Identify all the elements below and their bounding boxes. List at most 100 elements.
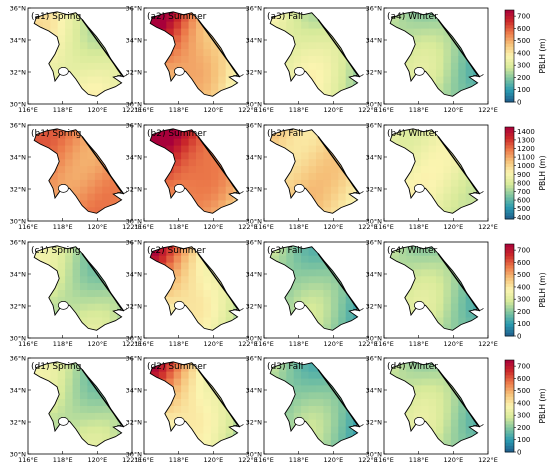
colorbar-frame xyxy=(504,243,515,337)
y-tick-label: 32°N xyxy=(10,69,27,77)
colorbar-tick-label: 100 xyxy=(517,436,530,444)
x-tick-label: 120°E xyxy=(203,223,223,231)
river-mouth xyxy=(353,423,364,427)
x-tick-label: 120°E xyxy=(323,106,343,114)
y-tick-label: 32°N xyxy=(366,303,383,311)
panel-label: (b3) Fall xyxy=(267,129,303,139)
x-tick-label: 116°E xyxy=(254,340,274,348)
colorbar-tick-label: 500 xyxy=(517,271,530,279)
x-tick-label: 120°E xyxy=(87,340,107,348)
y-tick-label: 32°N xyxy=(126,186,143,194)
colorbar-row-c: 0 100 200 300 400 500 600 700 PBLH (m) xyxy=(504,243,547,341)
y-tick-label: 34°N xyxy=(246,37,263,45)
colorbar-tick-label: 300 xyxy=(517,412,530,420)
y-tick-label: 34°N xyxy=(126,271,143,279)
y-tick-label: 32°N xyxy=(10,303,27,311)
x-tick-label: 122°E xyxy=(358,106,378,114)
y-tick-label: 32°N xyxy=(246,186,263,194)
y-tick-label: 34°N xyxy=(10,387,27,395)
colorbar-tick-label: 0 xyxy=(517,333,521,341)
x-tick-label: 120°E xyxy=(443,456,463,464)
coastline xyxy=(197,369,241,428)
x-tick-label: 120°E xyxy=(323,223,343,231)
map-panel-c3: (c3) Fall 30°N 32°N 34°N 36°N 116°E 118°E 120°E… xyxy=(246,239,378,349)
x-tick-label: 116°E xyxy=(254,106,274,114)
panel-label: (d4) Winter xyxy=(387,362,438,372)
colorbar-tick-label: 400 xyxy=(517,399,530,407)
x-tick-label: 122°E xyxy=(122,456,142,464)
x-tick-label: 122°E xyxy=(478,223,498,231)
colorbar-tick-label: 100 xyxy=(517,86,530,94)
coastline xyxy=(81,136,125,195)
x-tick-label: 118°E xyxy=(53,223,73,231)
lake xyxy=(174,184,185,193)
colorbar-tick-label: 600 xyxy=(517,375,530,383)
y-tick-label: 36°N xyxy=(366,355,383,363)
y-tick-label: 30°N xyxy=(246,218,263,226)
lake xyxy=(414,67,425,76)
x-tick-label: 120°E xyxy=(443,223,463,231)
map-panel-c1: (c1) Spring 30°N 32°N 34°N 36°N 116°E 118°E 120… xyxy=(10,239,142,349)
y-tick-label: 34°N xyxy=(366,154,383,162)
coastline xyxy=(437,369,481,428)
panel-label: (b2) Summer xyxy=(147,129,207,139)
river-mouth xyxy=(233,73,244,77)
y-tick-label: 36°N xyxy=(10,5,27,13)
river-mouth xyxy=(353,307,364,311)
colorbar-tick-label: 700 xyxy=(517,13,530,21)
x-tick-label: 116°E xyxy=(18,456,38,464)
x-tick-label: 118°E xyxy=(169,456,189,464)
y-tick-label: 30°N xyxy=(366,451,383,459)
y-tick-label: 34°N xyxy=(246,387,263,395)
x-tick-label: 122°E xyxy=(358,223,378,231)
colorbar-tick-label: 200 xyxy=(517,74,530,82)
y-tick-label: 34°N xyxy=(246,271,263,279)
colorbar-label: PBLH (m) xyxy=(538,38,547,73)
y-tick-label: 34°N xyxy=(366,37,383,45)
river-mouth xyxy=(353,73,364,77)
y-tick-label: 32°N xyxy=(126,419,143,427)
colorbar-tick-label: 500 xyxy=(517,37,530,45)
colorbar-label: PBLH (m) xyxy=(538,155,547,190)
y-tick-label: 30°N xyxy=(246,335,263,343)
river-mouth xyxy=(353,190,364,194)
colorbar-tick-label: 1200 xyxy=(517,145,535,153)
x-tick-label: 118°E xyxy=(53,456,73,464)
x-tick-label: 116°E xyxy=(18,340,38,348)
colorbar-tick-label: 700 xyxy=(517,188,530,196)
map-panel-d1: (d1) Spring 30°N 32°N 34°N 36°N 116°E 118°E 120… xyxy=(10,355,142,465)
y-tick-label: 34°N xyxy=(366,271,383,279)
y-tick-label: 36°N xyxy=(10,355,27,363)
x-tick-label: 122°E xyxy=(122,223,142,231)
map-panel-a2: (a2) Summer 30°N 32°N 34°N 36°N 116°E 118°E 120… xyxy=(126,5,258,115)
y-tick-label: 36°N xyxy=(126,5,143,13)
x-tick-label: 120°E xyxy=(323,340,343,348)
coastline xyxy=(81,369,125,428)
y-tick-label: 32°N xyxy=(366,419,383,427)
coastline xyxy=(197,253,241,312)
colorbar-tick-label: 700 xyxy=(517,247,530,255)
y-tick-label: 36°N xyxy=(126,122,143,130)
x-tick-label: 118°E xyxy=(289,456,309,464)
colorbar-row-a: 0 100 200 300 400 500 600 700 PBLH (m) xyxy=(504,9,547,107)
coastline xyxy=(81,253,125,312)
map-panel-b2: (b2) Summer 30°N 32°N 34°N 36°N 116°E 118°E 120… xyxy=(126,122,258,232)
colorbar-row-d: 0 100 200 300 400 500 600 700 PBLH (m) xyxy=(504,359,547,457)
coastline xyxy=(317,369,361,428)
panel-label: (d3) Fall xyxy=(267,362,303,372)
y-tick-label: 36°N xyxy=(246,5,263,13)
colorbar-tick-label: 600 xyxy=(517,259,530,267)
x-tick-label: 118°E xyxy=(409,106,429,114)
colorbar-tick-label: 1400 xyxy=(517,128,535,136)
y-tick-label: 34°N xyxy=(366,387,383,395)
y-tick-label: 30°N xyxy=(126,101,143,109)
x-tick-label: 116°E xyxy=(374,340,394,348)
map-panel-b3: (b3) Fall 30°N 32°N 34°N 36°N 116°E 118°E 120°E… xyxy=(246,122,378,232)
colorbar-tick-label: 400 xyxy=(517,49,530,57)
y-tick-label: 36°N xyxy=(366,122,383,130)
y-tick-label: 36°N xyxy=(366,239,383,247)
x-tick-label: 122°E xyxy=(238,340,258,348)
river-mouth xyxy=(473,73,484,77)
colorbar-frame xyxy=(504,126,515,220)
